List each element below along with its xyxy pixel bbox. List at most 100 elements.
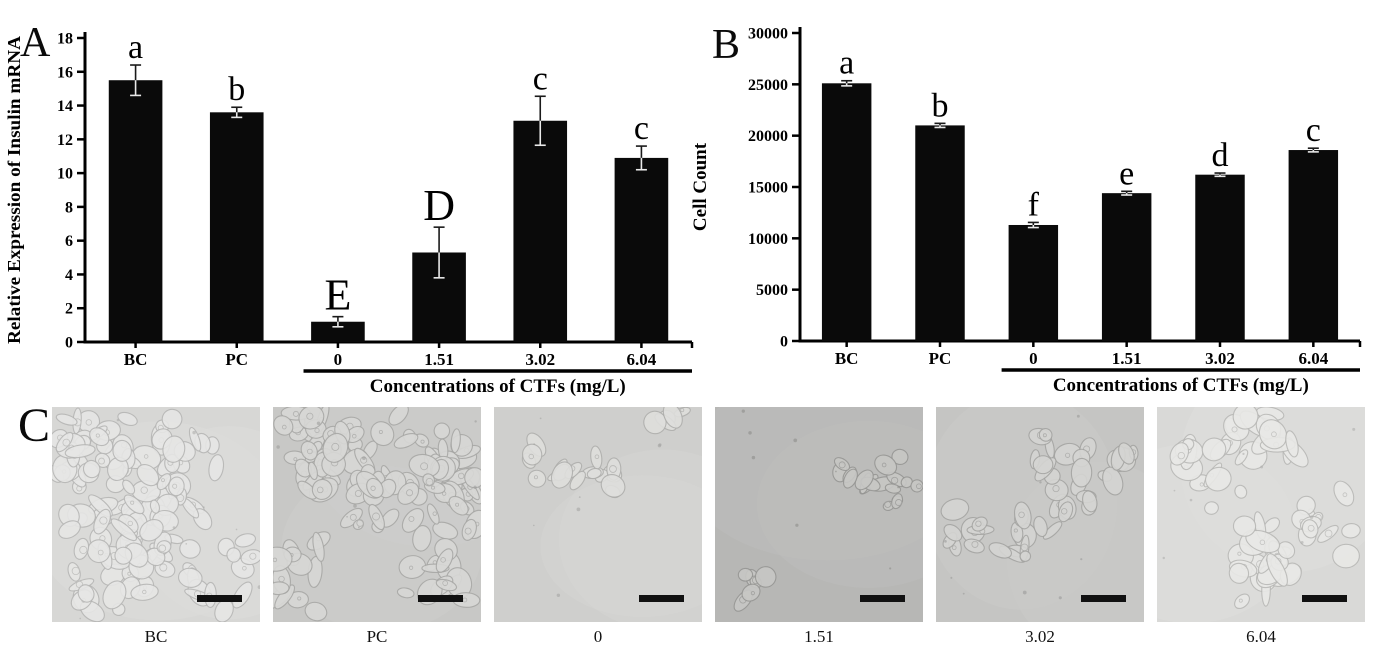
sig-letter: b [228, 71, 245, 108]
group-axis-label: Concentrations of CTFs (mg/L) [1053, 375, 1309, 396]
cell-clusters [733, 448, 923, 612]
error-bars [130, 64, 647, 328]
x-tick-label: BC [835, 349, 859, 368]
sig-letter: e [1119, 155, 1134, 192]
bar-6.04 [1288, 150, 1339, 341]
micrograph-image-0 [494, 407, 702, 622]
sig-letter: c [634, 110, 649, 147]
sig-letter: f [1028, 186, 1040, 223]
cell-clusters [1169, 407, 1361, 610]
svg-text:18: 18 [57, 31, 73, 48]
micrograph-caption-bc: BC [144, 627, 168, 646]
bar-1.51 [1101, 193, 1152, 341]
labels: a BC b PC E 0 D 1.51 c 3.02 c 6.04 [124, 29, 657, 369]
y-axis-label: Cell Count [690, 142, 711, 231]
micrograph-caption-3-02: 3.02 [1025, 627, 1055, 646]
scale-bar [1302, 595, 1347, 602]
cell-clusters [52, 407, 260, 622]
axes [83, 32, 694, 348]
bar-3.02 [513, 120, 568, 342]
micrograph-tile-3-02: 3.02 [936, 407, 1144, 647]
svg-text:8: 8 [65, 199, 73, 216]
scale-bar [1081, 595, 1126, 602]
y-axis-label: Relative Expression of Insulin mRNA [4, 36, 24, 344]
cell-clusters [273, 407, 481, 622]
bar-PC [915, 125, 965, 342]
x-tick-label: PC [225, 350, 248, 369]
sig-letter: b [932, 87, 949, 124]
sig-letter: c [1306, 112, 1321, 149]
panel-a-label: A [20, 20, 51, 66]
group-axis: Concentrations of CTFs (mg/L) [1001, 368, 1360, 396]
labels: a BC b PC f 0 e 1.51 d 3.02 c 6.04 [835, 45, 1329, 368]
micrograph-caption-0: 0 [593, 627, 603, 646]
svg-text:30000: 30000 [748, 26, 788, 43]
svg-text:15000: 15000 [748, 180, 788, 197]
micrograph-image-pc [273, 407, 481, 622]
svg-text:2: 2 [65, 301, 73, 318]
micrograph-image-bc [52, 407, 260, 622]
svg-text:12: 12 [57, 132, 73, 149]
scale-bar [197, 595, 242, 602]
x-tick-label: 0 [1029, 349, 1038, 368]
micrograph-tile-6-04: 6.04 [1157, 407, 1365, 647]
bar-0 [311, 321, 365, 342]
micrograph-row: BC PC 0 1.51 3.02 6.04 [52, 407, 1368, 647]
scale-bar [639, 595, 684, 602]
micrograph-tile-pc: PC [273, 407, 481, 647]
svg-text:5000: 5000 [756, 282, 788, 299]
bar-chart-cell-count: 0 5000 10000 15000 20000 25000 30000 Cell Count… [690, 26, 1362, 396]
bar-PC [209, 112, 264, 342]
x-tick-label: 1.51 [424, 350, 454, 369]
bar-BC [108, 80, 163, 342]
sig-letter: D [423, 181, 455, 230]
bar-chart-insulin-mrna: 0 2 4 6 8 10 12 14 16 18 Relative Expression of In… [4, 29, 694, 397]
svg-text:25000: 25000 [748, 77, 788, 94]
svg-text:0: 0 [65, 335, 73, 352]
y-ticks: 0 5000 10000 15000 20000 25000 30000 [748, 26, 800, 351]
svg-text:14: 14 [57, 98, 73, 115]
bar-0 [1008, 224, 1059, 341]
svg-text:16: 16 [57, 64, 73, 81]
sig-letter: a [128, 29, 143, 66]
axes [798, 27, 1362, 347]
sig-letter: d [1212, 137, 1229, 174]
x-tick-label: 0 [334, 350, 343, 369]
micrograph-tile-bc: BC [52, 407, 260, 647]
scale-bar [418, 595, 463, 602]
svg-text:6: 6 [65, 233, 73, 250]
micrograph-tile-1-51: 1.51 [715, 407, 923, 647]
bar-BC [821, 83, 872, 341]
svg-text:10: 10 [57, 166, 73, 183]
panel-c-label: C [18, 399, 51, 452]
x-tick-label: 6.04 [1298, 349, 1328, 368]
micrograph-image-3-02 [936, 407, 1144, 622]
sig-letter: E [324, 271, 351, 320]
svg-text:20000: 20000 [748, 128, 788, 145]
x-tick-label: BC [124, 350, 148, 369]
micrograph-image-1-51 [715, 407, 923, 622]
micrograph-image-6-04 [1157, 407, 1365, 622]
scale-bar [860, 595, 905, 602]
x-tick-label: 3.02 [525, 350, 555, 369]
group-axis-label: Concentrations of CTFs (mg/L) [370, 376, 626, 397]
bars [821, 83, 1339, 342]
bar-3.02 [1195, 174, 1245, 341]
svg-text:10000: 10000 [748, 231, 788, 248]
micrograph-caption-1-51: 1.51 [804, 627, 834, 646]
micrograph-caption-pc: PC [366, 627, 388, 646]
bars [108, 80, 669, 342]
panel-b-label: B [712, 22, 741, 68]
cell-clusters [940, 427, 1139, 563]
error-bars [841, 79, 1319, 229]
micrograph-tile-0: 0 [494, 407, 702, 647]
sig-letter: c [533, 60, 548, 97]
cell-clusters [521, 407, 691, 499]
x-tick-label: 6.04 [627, 350, 657, 369]
svg-text:0: 0 [780, 334, 788, 351]
group-axis: Concentrations of CTFs (mg/L) [303, 369, 692, 397]
x-tick-label: PC [929, 349, 952, 368]
x-tick-label: 3.02 [1205, 349, 1235, 368]
svg-text:4: 4 [65, 267, 73, 284]
micrograph-caption-6-04: 6.04 [1246, 627, 1276, 646]
